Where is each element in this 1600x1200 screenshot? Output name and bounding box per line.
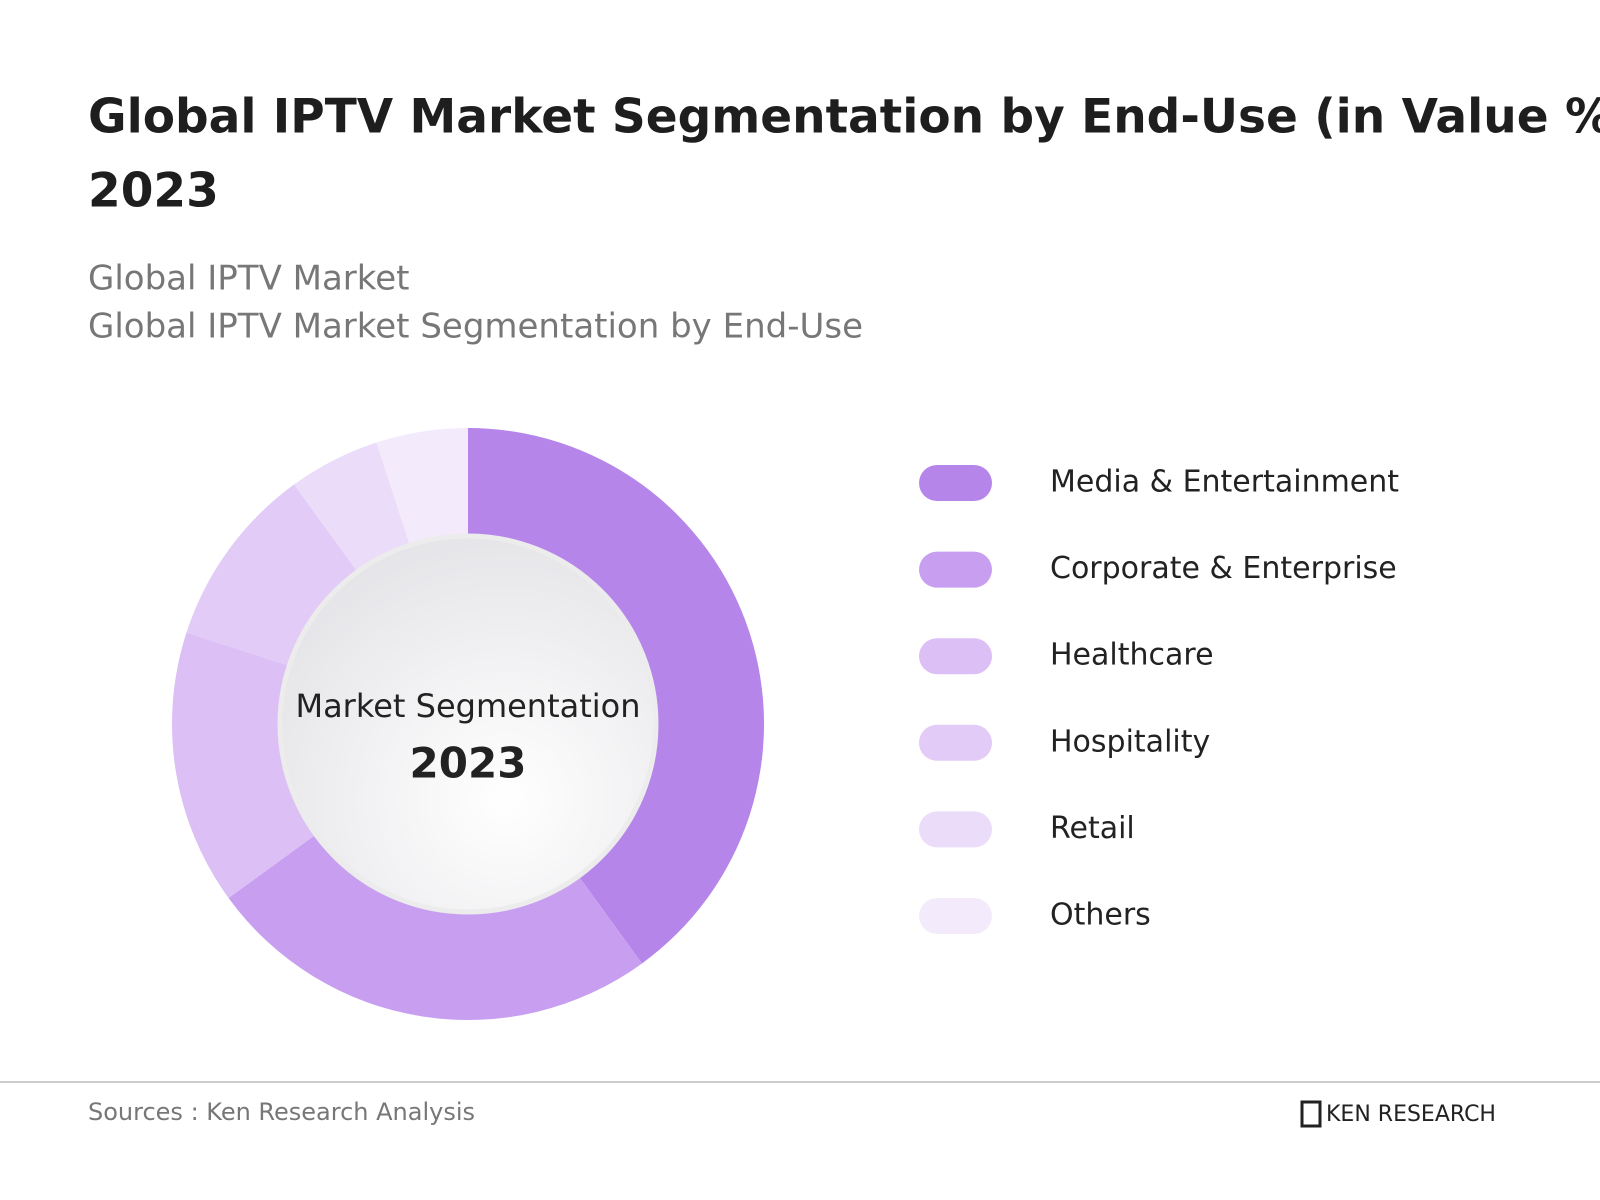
logo-icon [1300,1100,1322,1128]
center-year: 2023 [410,739,527,788]
legend-label: Corporate & Enterprise [1050,551,1397,586]
center-label: Market Segmentation [295,687,640,725]
subtitle: Global IPTV Market Segmentation by End-U… [88,307,863,347]
logo: KEN RESEARCH [1326,1102,1496,1127]
legend-label: Hospitality [1050,724,1210,759]
legend-swatch [919,811,992,848]
legend-label: Healthcare [1050,638,1214,673]
legend: Media & Entertainment Corporate & Enterpr… [919,465,1399,934]
legend-label: Others [1050,898,1151,933]
legend-swatch [919,551,992,588]
chart-title: 2023 [88,164,219,219]
donut-center [277,533,659,915]
legend-label: Media & Entertainment [1050,465,1399,500]
subtitle: Global IPTV Market [88,259,410,299]
legend-swatch [919,465,992,501]
legend-label: Retail [1050,811,1135,846]
source: Sources : Ken Research Analysis [88,1098,475,1126]
legend-swatch [919,898,992,934]
legend-swatch [919,638,992,675]
chart-title: Global IPTV Market Segmentation by End-U… [88,90,1600,145]
legend-swatch [919,724,992,761]
